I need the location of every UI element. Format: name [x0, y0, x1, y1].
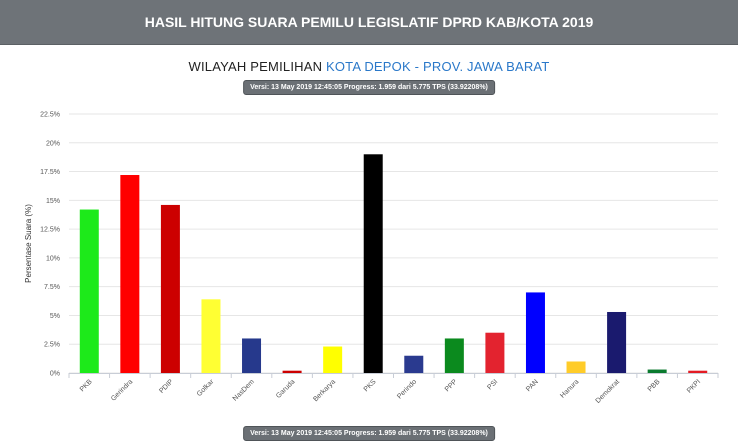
y-tick-label: 22.5%: [40, 112, 60, 119]
x-tick-label: Hanura: [559, 378, 580, 399]
y-tick-label: 5%: [50, 313, 60, 320]
x-tick-label: PKS: [363, 378, 378, 393]
bar-perindo: [404, 355, 424, 373]
version-badge-bottom: Versi: 13 May 2019 12:45:05 Progress: 1.…: [243, 426, 495, 441]
bar-hanura: [566, 361, 586, 373]
x-tick-label: NasDem: [232, 378, 256, 402]
subtitle-prefix: WILAYAH PEMILIHAN: [188, 59, 323, 74]
bar-garuda: [282, 370, 302, 373]
y-tick-label: 0%: [50, 371, 60, 378]
region-link[interactable]: KOTA DEPOK - PROV. JAWA BARAT: [326, 59, 550, 74]
x-tick-label: Gerindra: [110, 378, 134, 402]
region-subtitle: WILAYAH PEMILIHAN KOTA DEPOK - PROV. JAW…: [0, 59, 738, 74]
y-tick-label: 7.5%: [44, 284, 60, 291]
x-tick-label: PKB: [79, 378, 94, 393]
bar-pkb: [79, 209, 99, 373]
x-tick-label: PBB: [647, 378, 662, 393]
version-badge: Versi: 13 May 2019 12:45:05 Progress: 1.…: [243, 80, 495, 95]
x-tick-label: Perindo: [396, 378, 418, 400]
bar-pan: [525, 292, 545, 373]
y-tick-label: 2.5%: [44, 342, 60, 349]
bar-nasdem: [242, 338, 262, 373]
bar-pbb: [647, 369, 667, 373]
x-tick-label: Golkar: [196, 378, 216, 398]
x-tick-label: Garuda: [275, 378, 297, 400]
x-tick-label: PPP: [444, 378, 459, 393]
bar-pks: [363, 154, 383, 373]
bar-demokrat: [607, 311, 627, 373]
vote-bar-chart: 0% 2.5% 5% 7.5% 10% 12.5% 15% 17.5% 20% 22.5% Pers…: [24, 112, 719, 405]
x-tick-label: Demokrat: [595, 378, 621, 404]
bar-pdip: [160, 204, 180, 373]
x-tick-label: PKPI: [686, 378, 702, 394]
y-tick-label: 10%: [46, 255, 60, 262]
bar-berkarya: [323, 346, 343, 373]
y-tick-label: 20%: [46, 140, 60, 147]
y-tick-label: 15%: [46, 198, 60, 205]
x-tick-label: PSI: [486, 378, 499, 391]
bar-golkar: [201, 299, 221, 373]
y-axis-label: Persentase Suara (%): [24, 204, 33, 283]
bar-gerindra: [120, 175, 140, 373]
x-tick-label: Berkarya: [312, 378, 337, 403]
x-tick-label: PDIP: [158, 378, 175, 395]
bar-ppp: [444, 338, 464, 373]
page-title: HASIL HITUNG SUARA PEMILU LEGISLATIF DPR…: [144, 14, 594, 30]
bar-pkpi: [688, 370, 708, 373]
bar-psi: [485, 332, 505, 373]
page-header: HASIL HITUNG SUARA PEMILU LEGISLATIF DPR…: [0, 0, 738, 45]
y-tick-label: 12.5%: [40, 227, 60, 234]
y-tick-label: 17.5%: [40, 169, 60, 176]
x-tick-label: PAN: [525, 378, 540, 393]
